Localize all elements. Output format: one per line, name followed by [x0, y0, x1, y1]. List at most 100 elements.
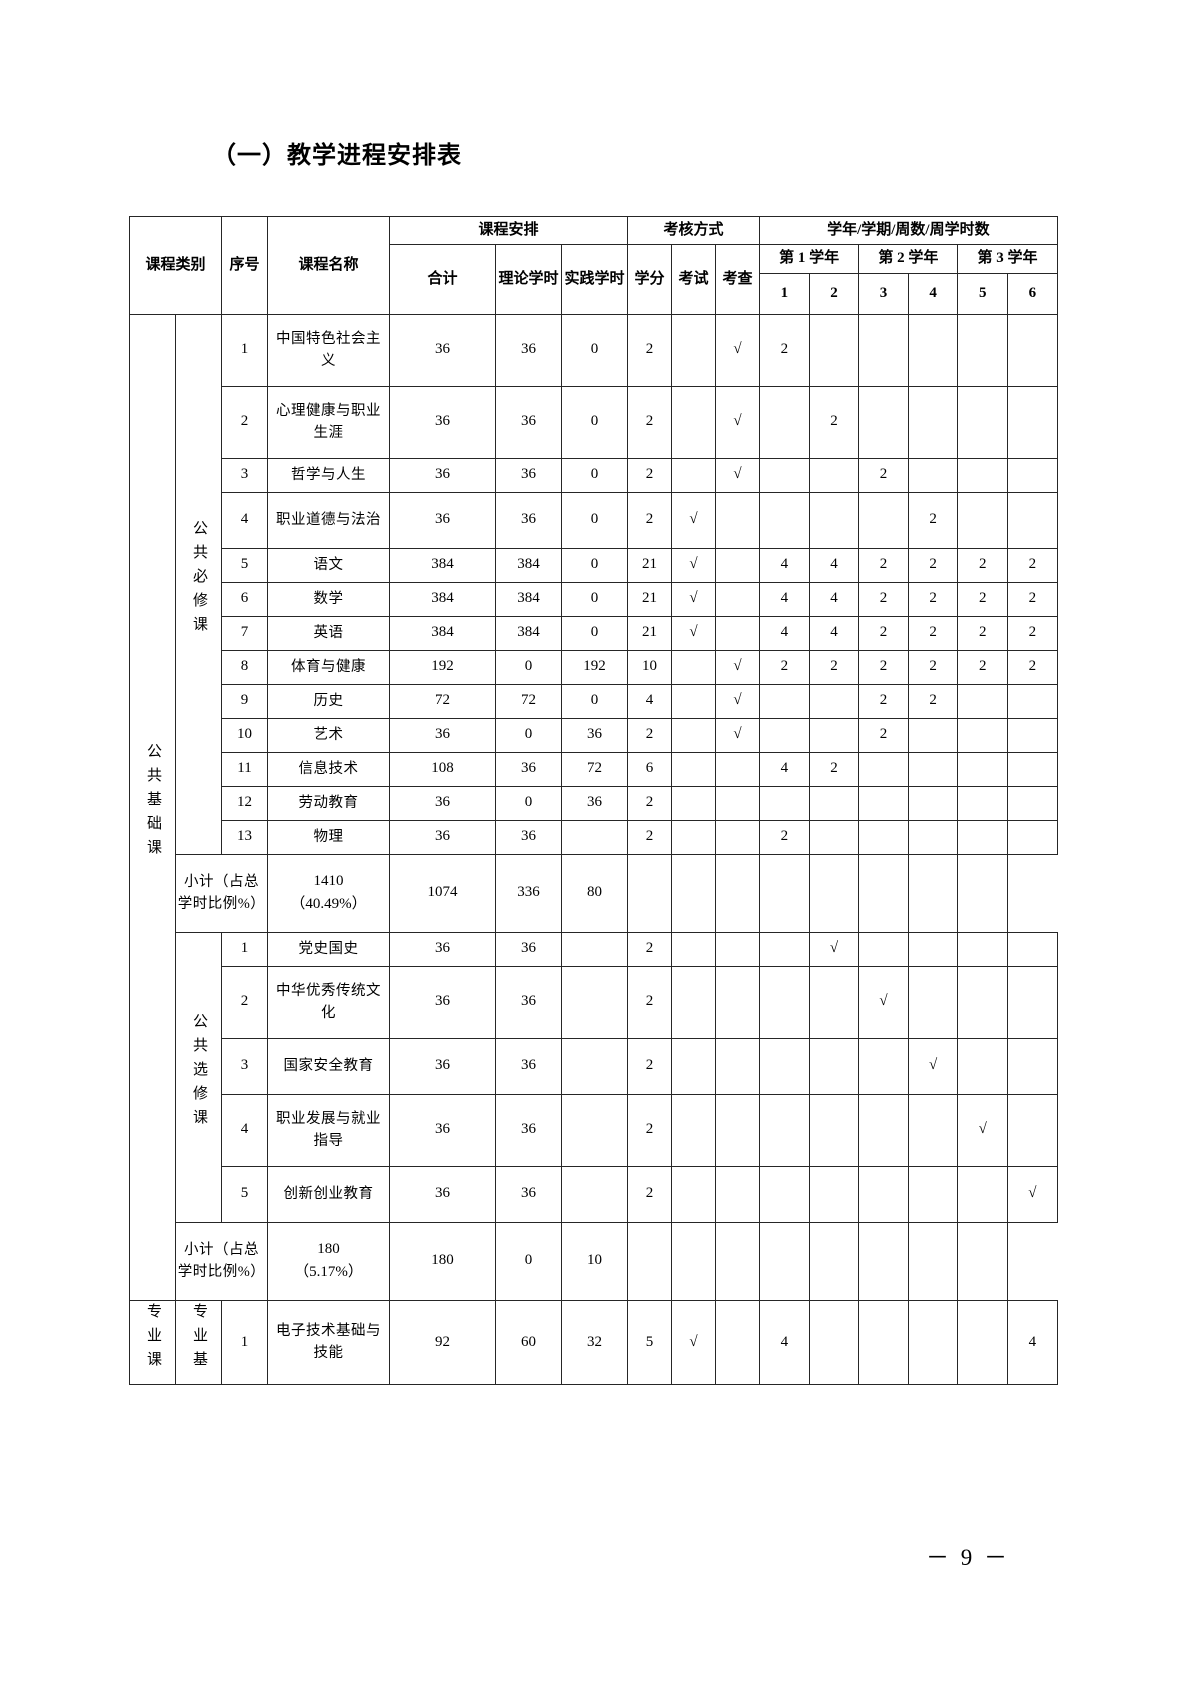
header-credit: 学分: [627, 244, 673, 315]
cell-seq: 3: [221, 457, 269, 493]
cell-theory-hours: 384: [495, 615, 563, 651]
cell-term-2: 4: [808, 615, 860, 651]
cell-term-6: [1007, 1037, 1058, 1095]
cell-exam: [671, 457, 717, 493]
cell-term-2: 2: [808, 649, 860, 685]
cell-seq: 1: [221, 313, 269, 387]
cell-theory-hours: 384: [495, 547, 563, 583]
header-term-6: 6: [1007, 272, 1058, 315]
cell-practice-hours: 0: [561, 547, 629, 583]
cell-credit: 4: [627, 683, 673, 719]
cell-credit: 2: [627, 1093, 673, 1167]
cell-credit: 2: [627, 717, 673, 753]
header-year-term: 学年/学期/周数/周学时数: [759, 215, 1058, 246]
subtotal-term-3: [808, 1221, 860, 1301]
subtotal-term-1: [715, 1221, 761, 1301]
subtotal-term-5: [907, 1221, 959, 1301]
cell-seq: 4: [221, 491, 269, 549]
cell-term-2: [808, 1093, 860, 1167]
cell-term-2: 2: [808, 385, 860, 459]
table-row: 6 数学 384 384 0 21 √ 4 4 2 2 2 2: [130, 581, 1058, 617]
cell-term-6: 4: [1007, 1299, 1058, 1385]
subtotal-practice-hours: 336: [495, 853, 563, 933]
cell-total: 384: [389, 547, 497, 583]
cell-course-name: 劳动教育: [267, 785, 391, 821]
subtotal-term-3: [808, 853, 860, 933]
cell-course-name: 语文: [267, 547, 391, 583]
cell-course-name: 信息技术: [267, 751, 391, 787]
cell-term-6: 2: [1007, 615, 1058, 651]
cell-term-1: 4: [759, 615, 810, 651]
cell-theory-hours: 36: [495, 457, 563, 493]
subtotal-inspect: [671, 1221, 717, 1301]
cell-theory-hours: 36: [495, 1093, 563, 1167]
header-row-2: 合计 理论学时 实践学时 学分 考试 考查 第 1 学年 第 2 学年 第 3 …: [130, 244, 1058, 315]
cell-term-3: 2: [858, 683, 909, 719]
cell-term-1: [759, 1037, 810, 1095]
cell-total: 36: [389, 965, 497, 1039]
cell-term-2: 2: [808, 751, 860, 787]
table-row: 公共基础课 公共必修课 1 中国特色社会主义 36 36 0 2 √ 2: [129, 313, 1058, 1301]
cell-seq: 7: [221, 615, 269, 651]
table-row: 3 国家安全教育 36 36 2 √: [130, 1037, 1058, 1095]
header-total: 合计: [389, 244, 497, 315]
cell-term-3: [858, 751, 909, 787]
cell-course-name: 英语: [267, 615, 391, 651]
cell-seq: 8: [221, 649, 269, 685]
cell-inspect: [715, 819, 761, 855]
table-row: 3 哲学与人生 36 36 0 2 √ 2: [130, 457, 1058, 493]
cell-term-3: [858, 785, 909, 821]
cell-seq: 5: [221, 547, 269, 583]
header-exam: 考试: [671, 244, 717, 315]
cell-theory-hours: 60: [495, 1299, 563, 1385]
header-term-4: 4: [907, 272, 959, 315]
cell-term-1: 2: [759, 819, 810, 855]
cell-term-3: [858, 491, 909, 549]
cell-term-4: 2: [907, 615, 959, 651]
cell-inspect: √: [715, 717, 761, 753]
cell-seq: 1: [221, 1299, 269, 1385]
cell-total: 36: [389, 313, 497, 387]
header-term-1: 1: [759, 272, 810, 315]
cell-term-1: 2: [759, 313, 810, 387]
table-row: 2 心理健康与职业生涯 36 36 0 2 √ 2: [130, 385, 1058, 459]
cell-seq: 2: [221, 385, 269, 459]
table-row: 5 语文 384 384 0 21 √ 4 4 2 2 2 2: [130, 547, 1058, 583]
cell-total: 36: [389, 785, 497, 821]
cell-term-5: [957, 785, 1009, 821]
subtotal-term-2: [759, 1221, 810, 1301]
subtotal-theory-hours: 1074: [389, 853, 497, 933]
cell-term-3: [858, 1037, 909, 1095]
cell-exam: [671, 1037, 717, 1095]
header-theory-hours: 理论学时: [495, 244, 563, 315]
cell-total: 72: [389, 683, 497, 719]
table-body: 公共基础课 公共必修课 1 中国特色社会主义 36 36 0 2 √ 2 2 心理健康与职业生涯 36 3…: [129, 313, 1058, 1385]
cell-practice-hours: [561, 965, 629, 1039]
cell-inspect: √: [715, 313, 761, 387]
cell-credit: 2: [627, 965, 673, 1039]
cell-credit: 2: [627, 385, 673, 459]
cell-term-1: [759, 491, 810, 549]
cell-term-6: [1007, 931, 1058, 967]
cell-term-2: [808, 965, 860, 1039]
cell-total: 36: [389, 1093, 497, 1167]
cell-total: 36: [389, 457, 497, 493]
cell-term-6: [1007, 1093, 1058, 1167]
cell-credit: 2: [627, 785, 673, 821]
cell-term-4: [907, 313, 959, 387]
cell-term-5: [957, 717, 1009, 753]
subtotal-term-2: [759, 853, 810, 933]
cell-term-2: √: [808, 931, 860, 967]
cell-seq: 9: [221, 683, 269, 719]
cell-theory-hours: 36: [495, 965, 563, 1039]
cell-practice-hours: 0: [561, 615, 629, 651]
cell-course-name: 创新创业教育: [267, 1165, 391, 1223]
cell-inspect: [715, 1299, 761, 1385]
cell-term-3: √: [858, 965, 909, 1039]
cell-practice-hours: 36: [561, 717, 629, 753]
cell-term-6: 2: [1007, 547, 1058, 583]
cell-theory-hours: 36: [495, 931, 563, 967]
cell-term-4: 2: [907, 547, 959, 583]
cell-term-5: √: [957, 1093, 1009, 1167]
